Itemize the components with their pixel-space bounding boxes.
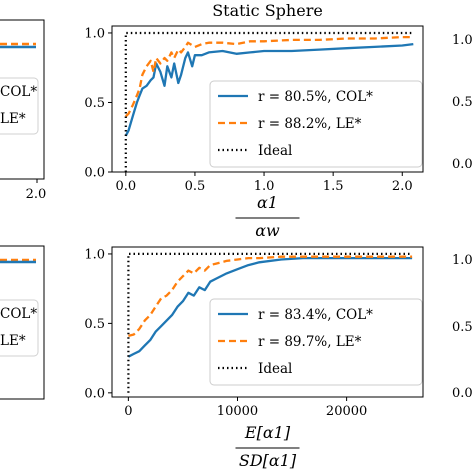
y-tick-label: 0.0 xyxy=(84,166,105,181)
y-tick-label: 0.5 xyxy=(84,317,105,332)
legend-entry: Ideal xyxy=(258,361,292,377)
x-tick-label: 2.0 xyxy=(392,179,413,194)
right-top-ytick-3: 0.0 xyxy=(452,157,473,172)
series-line-le xyxy=(128,255,413,338)
series-line-col xyxy=(124,42,414,137)
left-top-xtick-label: 2.0 xyxy=(26,187,47,202)
legend-entry: r = 83.4%, COL* xyxy=(258,307,373,323)
left-top-legend-box xyxy=(0,77,39,135)
x-axis-label-denominator: αw xyxy=(255,221,280,240)
legend-entry: r = 80.5%, COL* xyxy=(258,89,373,105)
left-bottom-legend-col: COL* xyxy=(0,306,37,322)
x-axis-label-numerator: α1 xyxy=(257,193,278,212)
legend-entry: Ideal xyxy=(258,143,292,159)
right-top-panel: 1.0 0.5 0.0 xyxy=(452,33,473,172)
y-tick-label: 0.5 xyxy=(84,96,105,111)
right-bottom-panel: 1.0 0.5 0.0 xyxy=(452,253,473,401)
x-tick-label: 10000 xyxy=(217,404,258,419)
left-top-legend-le: LE* xyxy=(0,111,26,127)
left-top-panel: COL* LE* 2.0 xyxy=(0,19,47,202)
x-tick-label: 0.0 xyxy=(115,179,136,194)
right-top-ytick-2: 0.5 xyxy=(452,95,473,110)
left-bottom-legend-le: LE* xyxy=(0,333,26,349)
x-tick-label: 0 xyxy=(124,404,132,419)
x-tick-label: 1.0 xyxy=(254,179,275,194)
series-line-col xyxy=(127,256,413,358)
x-tick-label: 1.5 xyxy=(323,179,344,194)
left-bottom-legend-box xyxy=(0,299,39,357)
right-bottom-ytick-1: 1.0 xyxy=(452,253,473,268)
series-line-ideal xyxy=(124,31,414,172)
y-tick-label: 1.0 xyxy=(84,247,105,262)
static-sphere-panel: 0.0 0.5 1.0 1.5 2.0 0.0 0.5 1.0 Static Sphere α1 α… xyxy=(84,1,424,240)
legend-box xyxy=(209,80,423,168)
y-tick-label: 1.0 xyxy=(84,26,105,41)
right-bottom-ytick-2: 0.5 xyxy=(452,320,473,335)
plot-frame xyxy=(111,25,424,173)
left-top-legend-col: COL* xyxy=(0,84,37,100)
x-tick-label: 0.5 xyxy=(185,179,206,194)
x-tick-label: 20000 xyxy=(326,404,367,419)
left-bottom-panel: COL* LE* xyxy=(0,245,45,400)
legend-entry: r = 89.7%, LE* xyxy=(258,334,362,350)
mean-sd-panel: 0 10000 20000 0.0 0.5 1.0 E[α1] SD[α1] r = 83.4%… xyxy=(84,246,424,470)
chart-title: Static Sphere xyxy=(212,1,323,20)
series-line-ideal xyxy=(127,252,413,393)
legend-box xyxy=(209,298,423,386)
x-axis-label-numerator: E[α1] xyxy=(244,423,291,442)
series-line-le xyxy=(124,35,414,118)
x-axis-label-denominator: SD[α1] xyxy=(239,451,297,470)
right-top-ytick-1: 1.0 xyxy=(452,33,473,48)
plot-frame xyxy=(111,246,424,398)
right-bottom-ytick-3: 0.0 xyxy=(452,386,473,401)
legend-entry: r = 88.2%, LE* xyxy=(258,116,362,132)
y-tick-label: 0.0 xyxy=(84,386,105,401)
